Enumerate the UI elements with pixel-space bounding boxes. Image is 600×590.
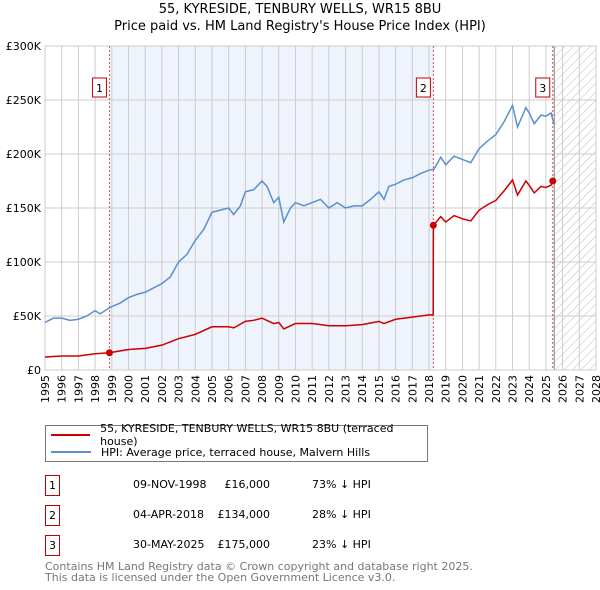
y-tick-label: £200K xyxy=(6,148,42,161)
sale-hpi: 73% ↓ HPI xyxy=(312,478,371,491)
x-tick-label: 2022 xyxy=(490,375,503,403)
x-tick-label: 2023 xyxy=(507,375,520,403)
y-tick-label: £300K xyxy=(6,40,42,53)
legend-blue-line xyxy=(51,451,91,453)
sale-price: £175,000 xyxy=(217,538,271,551)
x-tick-label: 1998 xyxy=(89,375,102,403)
x-tick-label: 2017 xyxy=(406,375,419,403)
x-tick-label: 1996 xyxy=(56,375,69,403)
plot-area: 1995 1996 1997 1998 1999 2000 2001 2002 2003 2004… xyxy=(6,40,600,403)
x-tick-label: 2012 xyxy=(323,375,336,403)
x-tick-label: 2014 xyxy=(356,375,369,403)
sale-marker-label: 2 xyxy=(420,82,427,95)
footer-copyright: Contains HM Land Registry data © Crown c… xyxy=(45,560,473,573)
sale-marker-box xyxy=(91,77,107,98)
x-tick-label: 2027 xyxy=(573,375,586,403)
x-tick-label: 2011 xyxy=(306,375,319,403)
x-tick-label: 2005 xyxy=(206,375,219,403)
y-tick-label: £250K xyxy=(6,94,42,107)
sale-row: 3 30-MAY-2025 £175,000 23% ↓ HPI xyxy=(45,535,465,556)
x-tick-label: 2021 xyxy=(473,375,486,403)
legend: 55, KYRESIDE, TENBURY WELLS, WR15 8BU (t… xyxy=(45,422,428,462)
x-tick-label: 2010 xyxy=(289,375,302,403)
x-tick-label: 2025 xyxy=(540,375,553,403)
x-tick-label: 1999 xyxy=(106,375,119,403)
sale-hpi: 28% ↓ HPI xyxy=(312,508,371,521)
hpi-line xyxy=(44,103,555,324)
y-tick-label: £50K xyxy=(13,310,42,323)
sale-marker-box xyxy=(535,77,551,98)
x-tick-label: 2001 xyxy=(139,375,152,403)
sale-marker-label: 3 xyxy=(539,82,546,95)
sale-point xyxy=(429,221,437,229)
x-tick-label: 1997 xyxy=(72,375,85,403)
x-tick-label: 2024 xyxy=(523,375,536,403)
x-tick-label: 2018 xyxy=(423,375,436,403)
sale-row: 2 04-APR-2018 £134,000 28% ↓ HPI xyxy=(45,505,465,526)
y-tick-label: £100K xyxy=(6,256,42,269)
x-tick-label: 2026 xyxy=(557,375,570,403)
x-tick-label: 2013 xyxy=(340,375,353,403)
sale-row: 1 09-NOV-1998 £16,000 73% ↓ HPI xyxy=(45,475,465,496)
x-tick-label: 2015 xyxy=(373,375,386,403)
sale-marker-box xyxy=(415,77,431,98)
sale-date: 09-NOV-1998 xyxy=(133,478,207,491)
x-tick-label: 1995 xyxy=(39,375,52,403)
x-tick-label: 2009 xyxy=(273,375,286,403)
x-tick-label: 2006 xyxy=(223,375,236,403)
chart-subtitle: Price paid vs. HM Land Registry's House … xyxy=(114,19,486,34)
chart-title: 55, KYRESIDE, TENBURY WELLS, WR15 8BU xyxy=(158,2,442,17)
footer-licence: This data is licensed under the Open Gov… xyxy=(45,571,396,584)
x-tick-label: 2016 xyxy=(390,375,403,403)
legend-property: 55, KYRESIDE, TENBURY WELLS, WR15 8BU (t… xyxy=(100,422,394,448)
y-tick-label: £150K xyxy=(6,202,42,215)
sale-point xyxy=(105,349,113,357)
y-tick-label: £0 xyxy=(27,364,41,377)
sale-price: £16,000 xyxy=(224,478,271,491)
x-tick-label: 2019 xyxy=(440,375,453,403)
sale-point xyxy=(549,177,557,185)
x-tick-label: 2007 xyxy=(239,375,252,403)
price-paid-line xyxy=(44,178,555,358)
sale-marker: 2 xyxy=(45,505,60,526)
sale-price: £134,000 xyxy=(217,508,271,521)
x-tick-label: 2008 xyxy=(256,375,269,403)
sale-marker: 3 xyxy=(45,535,60,556)
sale-date: 30-MAY-2025 xyxy=(133,538,205,551)
x-tick-label: 2003 xyxy=(173,375,186,403)
legend-hpi: HPI: Average price, terraced house, Malv… xyxy=(101,445,371,459)
sale-hpi: 23% ↓ HPI xyxy=(312,538,371,551)
sale-marker: 1 xyxy=(45,475,60,496)
legend-red-line xyxy=(51,434,91,436)
x-tick-label: 2004 xyxy=(189,375,202,403)
sale-marker-label: 1 xyxy=(96,82,103,95)
plot-border xyxy=(44,45,597,371)
sale-date: 04-APR-2018 xyxy=(133,508,205,521)
x-tick-label: 2020 xyxy=(456,375,469,403)
x-tick-label: 2000 xyxy=(122,375,135,403)
x-tick-label: 2028 xyxy=(590,375,600,403)
x-tick-label: 2002 xyxy=(156,375,169,403)
